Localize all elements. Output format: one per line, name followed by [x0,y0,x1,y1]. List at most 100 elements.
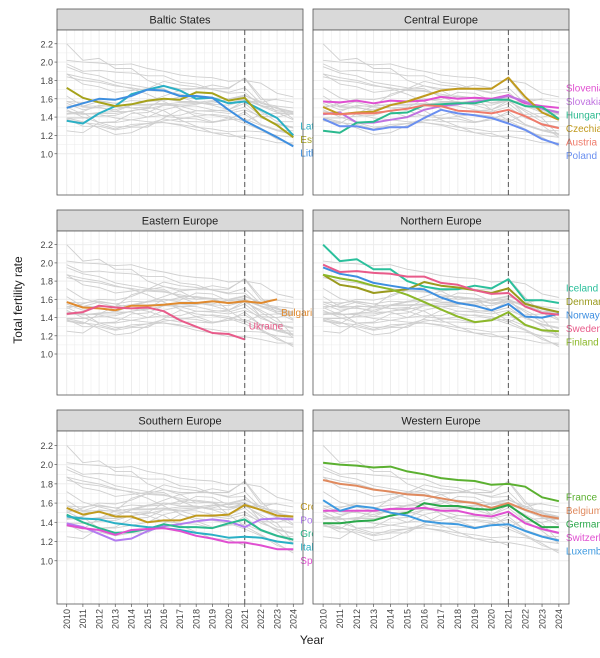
background-series-line [66,296,294,336]
background-series-line [66,289,294,348]
y-tick-label: 1.2 [40,131,53,141]
series-label-bulgaria: Bulgaria [281,308,318,319]
series-label-slovakia: Slovakia [566,97,600,108]
background-series-line [66,119,294,144]
chart-panels: Baltic States1.01.21.41.61.82.02.2Latvia… [40,8,600,605]
series-line-portugal [66,517,294,542]
background-series-line [66,266,294,319]
x-tick-labels: 2010 2011 2012 2013 2014 2015 2016 2017 2018 2019… [62,604,564,629]
background-series-line [322,476,559,517]
series-line-sweden [322,263,560,316]
background-series-line [66,309,294,335]
background-series-line [66,277,294,321]
panel-western-europe: Western Europe France Belgium Germany Switze… [312,409,600,605]
x-tick-label: 2017 [436,609,446,629]
background-series-line [322,288,560,338]
x-tick-label: 2014 [386,609,396,629]
y-tick-label: 1.4 [40,313,53,323]
background-series-line [322,277,560,321]
x-tick-label: 2016 [419,609,429,629]
background-series-line [66,462,294,502]
background-series-line [66,95,294,135]
x-tick-label: 2012 [94,609,104,629]
x-tick-label: 2019 [470,609,480,629]
series-line-germany [323,502,559,529]
background-series-line [66,274,294,332]
series-line-finland [322,273,559,333]
background-series-line [322,491,560,544]
panel-border [56,230,304,396]
x-tick-label: 2017 [175,609,185,629]
series-label-germany: Germany [566,520,600,531]
y-tick-label: 1.2 [40,331,53,341]
x-tick-label: 2020 [487,609,497,629]
background-series-line [322,493,560,554]
x-tick-label: 2016 [159,609,169,629]
y-tick-label: 1.0 [40,149,53,159]
background-series-line [66,288,294,338]
background-series-line [66,43,294,103]
x-tick-label: 2024 [288,609,298,629]
series-label-france: France [566,493,598,504]
y-tick-label: 1.0 [40,350,53,360]
background-series-line [322,514,560,552]
background-series-line [322,468,559,523]
y-tick-label: 2.2 [40,240,53,250]
y-tick-label: 2.2 [40,39,53,49]
x-tick-label: 2011 [335,609,345,628]
x-tick-label: 2020 [224,609,234,629]
y-tick-label: 1.6 [40,94,53,104]
panel-title: Baltic States [149,15,211,27]
panel-northern-europe: Northern Europe Iceland Denmark Norway Swede… [312,209,600,396]
series-line-france [322,461,560,503]
background-series-line [66,59,294,98]
background-series-line [66,109,294,146]
series-line-switzerland [323,506,560,534]
background-series-line [322,296,559,336]
series-label-ukraine: Ukraine [249,322,284,333]
x-tick-label: 2015 [143,609,153,629]
panel-title: Southern Europe [138,416,221,428]
x-tick-label: 2010 [318,609,328,629]
background-series-line [323,524,559,550]
series-label-italy: Italy [300,543,318,554]
series-line-norway [322,266,560,319]
y-tick-label: 2.0 [40,460,53,470]
series-label-switzerland: Switzerland [566,533,600,544]
y-tick-label: 2.0 [40,258,53,268]
y-tick-label: 1.4 [40,113,53,123]
panel-border [312,230,570,396]
background-series-line [66,445,294,508]
panel-baltic-states: Baltic States1.01.21.41.61.82.02.2Latvia… [40,8,341,196]
series-line-iceland [322,243,560,304]
series-label-slovenia: Slovenia [566,84,600,95]
series-line-lithuania [66,88,294,148]
y-tick-label: 2.2 [40,441,53,451]
series-line-croatia [66,504,294,524]
series-label-finland: Finland [566,338,599,349]
background-series-line [66,514,294,552]
panel-title: Eastern Europe [142,216,218,228]
background-series-line [66,260,294,298]
series-line-denmark [322,273,560,314]
background-series-line [323,112,559,135]
series-label-austria: Austria [566,138,598,149]
panel-border [56,29,304,196]
panel-title: Northern Europe [400,216,481,228]
background-series-line [66,466,294,520]
series-line-luxembourg [322,499,560,542]
series-label-norway: Norway [566,311,600,322]
background-series-line [322,300,559,319]
series-line-bulgaria [66,298,278,312]
background-series-line [66,507,294,534]
series-label-belgium: Belgium [566,506,600,517]
background-series-line [323,119,559,144]
background-series-line [322,109,559,135]
background-series-line [66,468,294,523]
y-tick-label: 1.8 [40,479,53,489]
x-tick-label: 2023 [537,609,547,629]
series-label-hungary: Hungary [566,111,600,122]
background-series-line [322,480,560,526]
series-line-hungary [322,98,560,134]
